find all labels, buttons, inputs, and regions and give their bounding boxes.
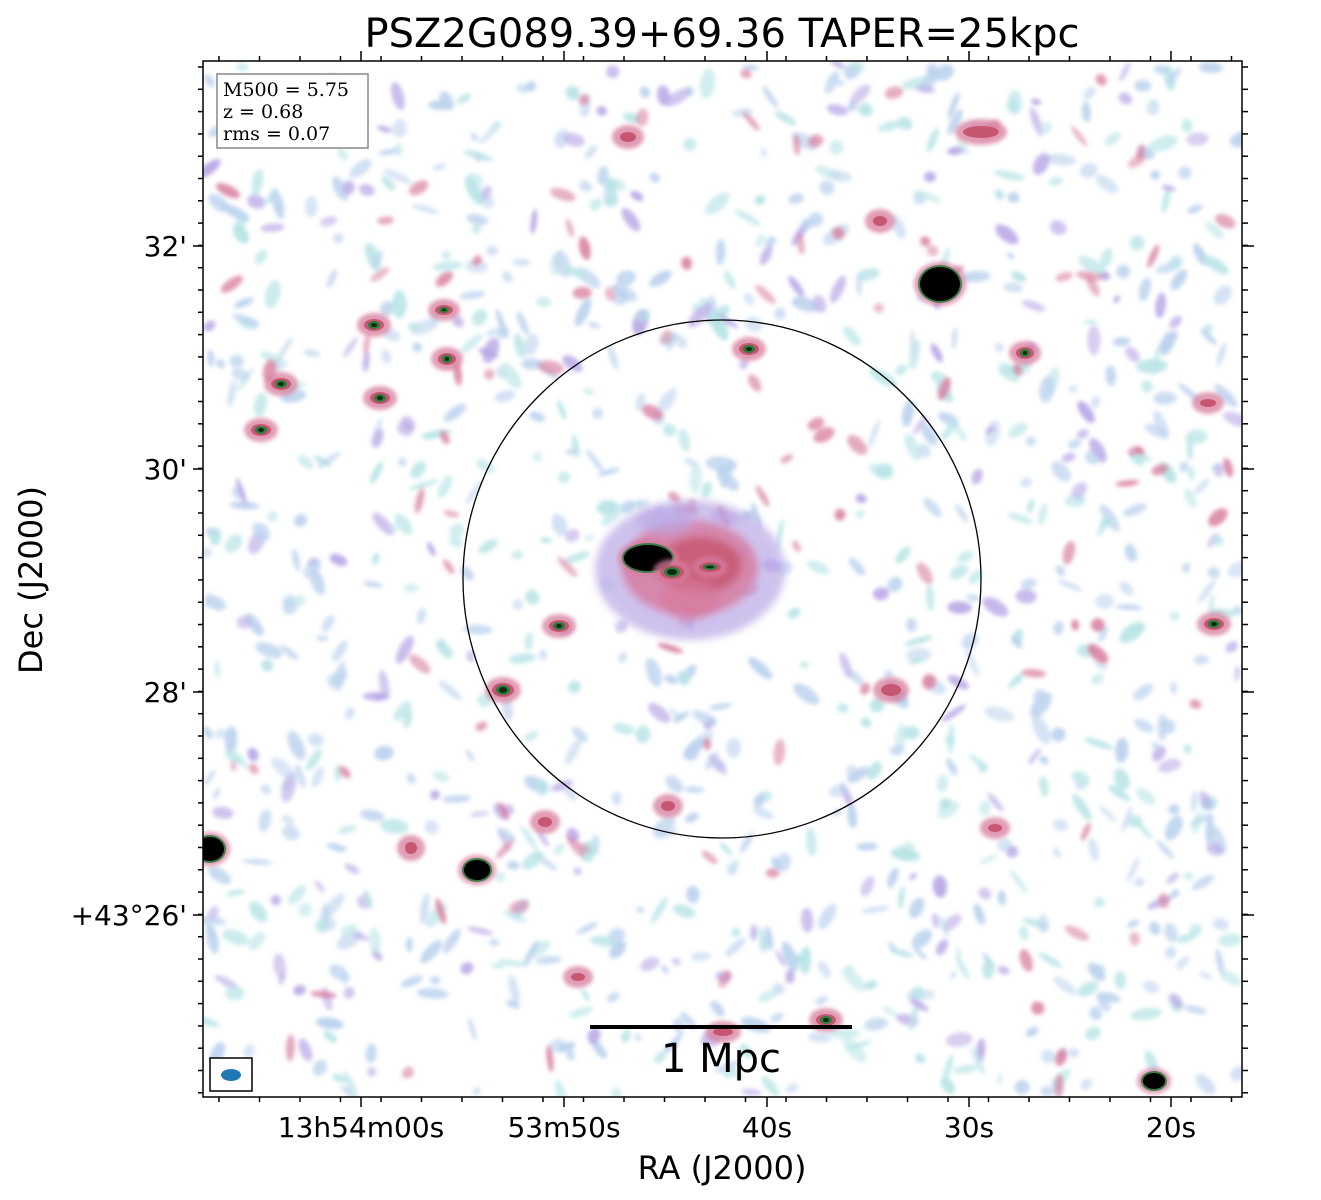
radio-source — [1197, 612, 1231, 636]
noise-field — [203, 61, 1242, 1097]
dec-tick-label: 30' — [144, 453, 187, 486]
radio-source — [203, 832, 230, 866]
radio-source — [1009, 341, 1041, 365]
radio-source — [732, 337, 766, 361]
ra-tick-label: 40s — [742, 1111, 792, 1144]
ra-tick-label: 13h54m00s — [278, 1111, 445, 1144]
radio-source — [914, 262, 966, 306]
radio-source — [244, 418, 278, 442]
radio-source — [873, 677, 909, 703]
radio-source — [357, 313, 391, 337]
image-area — [203, 61, 1242, 1097]
rms-value: rms = 0.07 — [223, 123, 330, 145]
radio-source — [458, 855, 496, 885]
axes-frame — [202, 60, 1243, 1098]
y-axis-label: Dec (J2000) — [12, 486, 50, 674]
radio-source — [397, 835, 425, 861]
redshift-value: z = 0.68 — [223, 101, 303, 123]
radio-source — [955, 119, 1007, 145]
scale-bar-label: 1 Mpc — [661, 1036, 781, 1082]
radio-source — [485, 677, 521, 703]
radio-source — [431, 347, 463, 371]
radio-source — [980, 817, 1010, 839]
radio-source — [865, 209, 895, 233]
r500-circle — [462, 319, 982, 839]
axis-ticks — [193, 51, 1254, 1107]
radio-source — [530, 810, 560, 834]
dec-tick-label: 28' — [144, 676, 187, 709]
dec-tick-label: +43°26' — [71, 899, 187, 932]
plot-title: PSZ2G089.39+69.36 TAPER=25kpc — [365, 11, 1080, 57]
info-box: M500 = 5.75 z = 0.68 rms = 0.07 — [216, 73, 369, 149]
radio-source — [1192, 392, 1224, 414]
radio-source — [563, 966, 593, 988]
radio-source — [264, 372, 298, 396]
m500-value: M500 = 5.75 — [223, 79, 349, 101]
scale-bar: 1 Mpc — [590, 1025, 852, 1082]
x-axis-label: RA (J2000) — [638, 1149, 807, 1187]
radio-source — [653, 794, 683, 818]
radio-source — [692, 556, 728, 578]
point-sources — [203, 119, 1231, 1094]
radio-source — [428, 299, 460, 321]
ra-tick-label: 53m50s — [507, 1111, 620, 1144]
radio-source — [612, 125, 644, 149]
ra-tick-label: 30s — [944, 1111, 994, 1144]
beam-ellipse — [221, 1069, 241, 1081]
dec-tick-label: 32' — [144, 230, 187, 263]
ra-tick-label: 20s — [1146, 1111, 1196, 1144]
radio-source — [1137, 1068, 1171, 1094]
beam-indicator — [209, 1057, 253, 1092]
radio-source — [363, 386, 397, 410]
radio-source — [653, 559, 691, 585]
radio-source — [542, 614, 576, 638]
